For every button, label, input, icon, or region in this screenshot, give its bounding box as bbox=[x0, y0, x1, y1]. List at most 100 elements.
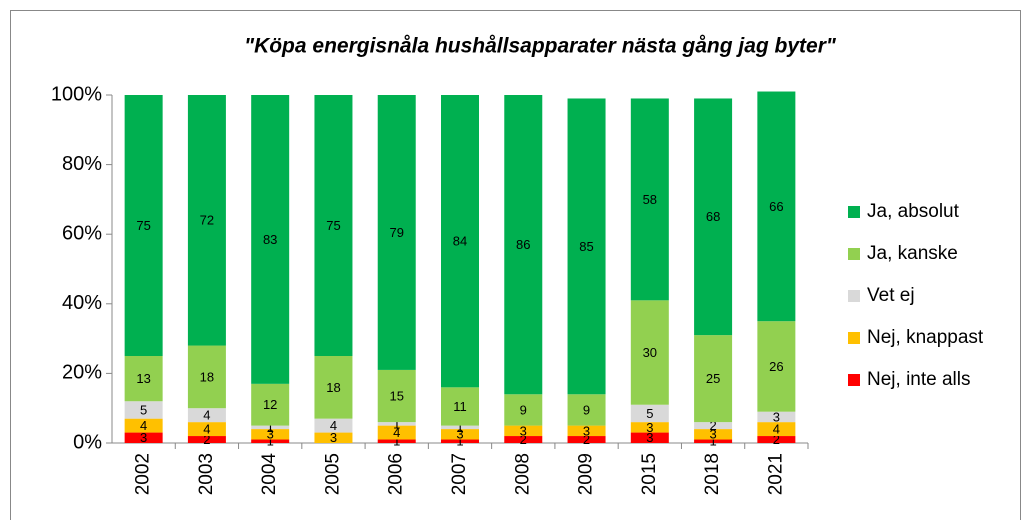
x-tick-label: 2008 bbox=[512, 453, 533, 495]
data-label: 3 bbox=[709, 427, 716, 442]
y-tick-label: 40% bbox=[62, 292, 102, 314]
data-label: 1 bbox=[709, 434, 716, 449]
bar-segment bbox=[567, 425, 606, 437]
bar-segment bbox=[314, 432, 353, 443]
y-tick-label: 80% bbox=[62, 153, 102, 175]
legend-swatch bbox=[848, 290, 860, 302]
data-label: 13 bbox=[136, 371, 150, 386]
data-label: 58 bbox=[643, 192, 657, 207]
legend-swatch bbox=[848, 248, 860, 260]
data-label: 4 bbox=[773, 422, 780, 437]
legend-swatch bbox=[848, 206, 860, 218]
data-label: 2 bbox=[203, 432, 210, 447]
bar-segment bbox=[504, 425, 543, 437]
bar-segment bbox=[124, 95, 163, 356]
bar-segment bbox=[630, 404, 669, 423]
data-label: 85 bbox=[579, 239, 593, 254]
bar-segment bbox=[377, 422, 416, 426]
data-label: 11 bbox=[453, 399, 467, 414]
bar-segment bbox=[757, 436, 796, 443]
bar-segment bbox=[694, 429, 733, 440]
bar-segment bbox=[187, 436, 226, 443]
bar-segment bbox=[124, 432, 163, 443]
data-label: 1 bbox=[267, 434, 274, 449]
bar-segment bbox=[757, 321, 796, 412]
bar-segment bbox=[377, 425, 416, 440]
bar-segment bbox=[504, 394, 543, 426]
bar-segment bbox=[187, 95, 226, 346]
chart-title: "Köpa energisnåla hushållsapparater näst… bbox=[244, 35, 837, 58]
data-label: 83 bbox=[263, 232, 277, 247]
x-tick-label: 2015 bbox=[639, 453, 660, 495]
bar-segment bbox=[441, 439, 479, 443]
bar-segment bbox=[314, 95, 353, 356]
data-label: 3 bbox=[583, 423, 590, 438]
bar-segment bbox=[377, 95, 416, 370]
data-label: 2 bbox=[583, 432, 590, 447]
bar-segment bbox=[630, 300, 669, 405]
data-label: 3 bbox=[646, 430, 653, 445]
y-tick-label: 60% bbox=[62, 222, 102, 244]
bar-segment bbox=[567, 436, 606, 443]
bar-segment bbox=[187, 408, 226, 423]
y-tick-label: 0% bbox=[73, 431, 102, 453]
bar-segment bbox=[441, 425, 479, 430]
data-label: 2 bbox=[520, 432, 527, 447]
data-label: 86 bbox=[516, 237, 530, 252]
bar-segment bbox=[694, 335, 733, 423]
data-label: 79 bbox=[389, 225, 403, 240]
data-label: 30 bbox=[643, 345, 657, 360]
bar-segment bbox=[377, 439, 416, 443]
bar-segment bbox=[251, 383, 290, 426]
data-label: 66 bbox=[769, 199, 783, 214]
bar-segment bbox=[630, 422, 669, 433]
data-label: 1 bbox=[267, 420, 274, 435]
data-label: 1 bbox=[456, 420, 463, 435]
bar-segment bbox=[441, 387, 479, 426]
bar-segment bbox=[314, 356, 353, 419]
data-label: 26 bbox=[769, 359, 783, 374]
y-tick-label: 20% bbox=[62, 362, 102, 384]
data-label: 75 bbox=[326, 218, 340, 233]
data-label: 1 bbox=[393, 434, 400, 449]
legend-label: Nej, inte alls bbox=[867, 369, 971, 390]
legend-label: Nej, knappast bbox=[867, 327, 984, 348]
bar-segment bbox=[694, 422, 733, 430]
data-label: 4 bbox=[203, 422, 210, 437]
data-label: 12 bbox=[263, 397, 277, 412]
bar-segment bbox=[757, 91, 796, 322]
bar-segment bbox=[630, 432, 669, 443]
data-label: 1 bbox=[456, 434, 463, 449]
x-tick-label: 2009 bbox=[576, 453, 597, 495]
data-label: 3 bbox=[267, 427, 274, 442]
data-label: 3 bbox=[646, 420, 653, 435]
bar-segment bbox=[187, 345, 226, 409]
legend-swatch bbox=[848, 374, 860, 386]
legend-label: Ja, absolut bbox=[867, 201, 960, 222]
bar-segment bbox=[314, 418, 353, 433]
data-label: 1 bbox=[393, 416, 400, 431]
bar-segment bbox=[187, 422, 226, 437]
x-tick-label: 2007 bbox=[449, 453, 470, 495]
x-tick-label: 2002 bbox=[133, 453, 154, 495]
data-label: 18 bbox=[326, 380, 340, 395]
data-label: 4 bbox=[140, 418, 147, 433]
bar-segment bbox=[567, 98, 606, 395]
bar-segment bbox=[630, 98, 669, 301]
bar-segment bbox=[504, 95, 543, 395]
data-label: 9 bbox=[583, 402, 590, 417]
data-label: 4 bbox=[330, 418, 337, 433]
bar-segment bbox=[441, 429, 479, 440]
data-label: 3 bbox=[456, 427, 463, 442]
bar-segment bbox=[124, 401, 163, 419]
data-label: 68 bbox=[706, 209, 720, 224]
x-tick-label: 2004 bbox=[259, 453, 280, 496]
bar-segment bbox=[251, 95, 290, 384]
bar-segment bbox=[757, 422, 796, 437]
data-label: 2 bbox=[773, 432, 780, 447]
legend-swatch bbox=[848, 332, 860, 344]
data-label: 5 bbox=[140, 402, 147, 417]
x-tick-label: 2005 bbox=[322, 453, 343, 495]
bar-segment bbox=[694, 98, 733, 336]
bar-segment bbox=[504, 436, 543, 443]
